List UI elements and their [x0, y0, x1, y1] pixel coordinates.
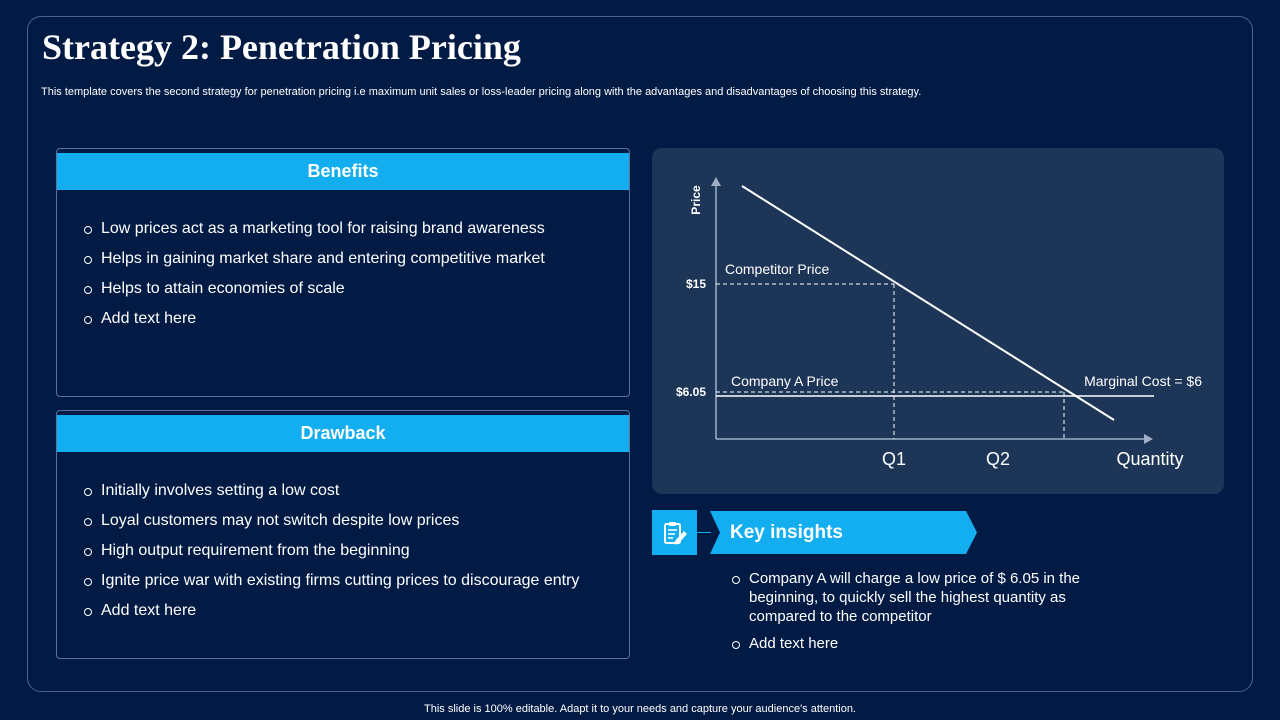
slide-frame — [27, 16, 1253, 692]
benefits-header: Benefits — [57, 153, 629, 190]
demand-curve — [741, 185, 1115, 421]
drawback-item: Initially involves setting a low cost — [83, 481, 579, 501]
drawback-item: Ignite price war with existing firms cut… — [83, 571, 579, 591]
pricing-chart: Price $15 $6.05 Competitor Price Company… — [676, 177, 1202, 469]
pricing-chart-card: Price $15 $6.05 Competitor Price Company… — [652, 148, 1224, 494]
q1-label: Q1 — [882, 449, 906, 469]
insight-item: Add text here — [731, 634, 1111, 653]
benefits-panel: Benefits Low prices act as a marketing t… — [56, 148, 630, 397]
x-axis-label: Quantity — [1116, 449, 1183, 469]
key-insights-banner: Key insights — [710, 511, 977, 554]
marginal-cost-label: Marginal Cost = $6 — [1084, 373, 1202, 389]
key-insights-title: Key insights — [730, 522, 843, 543]
drawback-panel: Drawback Initially involves setting a lo… — [56, 410, 630, 659]
drawback-header: Drawback — [57, 415, 629, 452]
key-insights-list: Company A will charge a low price of $ 6… — [731, 569, 1111, 661]
q2-label: Q2 — [986, 449, 1010, 469]
benefit-item: Helps in gaining market share and enteri… — [83, 249, 545, 269]
benefit-item: Low prices act as a marketing tool for r… — [83, 219, 545, 239]
company-price-label: Company A Price — [731, 373, 839, 389]
drawback-list: Initially involves setting a low cost Lo… — [83, 481, 579, 631]
page-subtitle: This template covers the second strategy… — [41, 86, 922, 98]
price-15-label: $15 — [686, 277, 706, 291]
y-axis-label: Price — [689, 185, 703, 215]
benefit-item: Helps to attain economies of scale — [83, 279, 545, 299]
clipboard-edit-icon — [652, 510, 697, 555]
drawback-item: Add text here — [83, 601, 579, 621]
x-axis-arrow — [1144, 434, 1153, 444]
benefit-item: Add text here — [83, 309, 545, 329]
y-axis-arrow — [711, 177, 721, 186]
key-insights-connector — [697, 532, 711, 533]
drawback-item: Loyal customers may not switch despite l… — [83, 511, 579, 531]
footer-note: This slide is 100% editable. Adapt it to… — [424, 703, 856, 715]
drawback-item: High output requirement from the beginni… — [83, 541, 579, 561]
page-title: Strategy 2: Penetration Pricing — [42, 27, 521, 67]
price-605-label: $6.05 — [676, 385, 706, 399]
competitor-price-label: Competitor Price — [725, 261, 829, 277]
benefits-list: Low prices act as a marketing tool for r… — [83, 219, 545, 339]
insight-item: Company A will charge a low price of $ 6… — [731, 569, 1111, 626]
